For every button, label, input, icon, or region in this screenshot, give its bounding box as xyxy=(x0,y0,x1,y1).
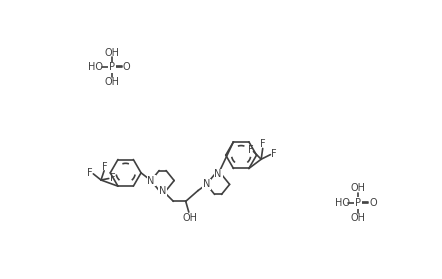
Text: N: N xyxy=(159,186,166,196)
Text: OH: OH xyxy=(182,213,197,223)
Text: O: O xyxy=(369,198,377,208)
Text: OH: OH xyxy=(351,213,366,223)
Text: F: F xyxy=(248,145,253,155)
Text: F: F xyxy=(260,139,266,149)
Text: F: F xyxy=(88,168,93,178)
Text: N: N xyxy=(203,179,210,189)
Text: F: F xyxy=(110,174,115,184)
Text: P: P xyxy=(109,62,115,72)
Text: HO: HO xyxy=(88,62,103,72)
Text: HO: HO xyxy=(335,198,350,208)
Text: OH: OH xyxy=(351,183,366,193)
Text: F: F xyxy=(271,149,277,159)
Text: OH: OH xyxy=(104,48,119,58)
Text: O: O xyxy=(122,62,130,72)
Text: F: F xyxy=(102,162,108,172)
Text: P: P xyxy=(355,198,361,208)
Text: N: N xyxy=(214,169,222,179)
Text: N: N xyxy=(147,175,155,186)
Text: OH: OH xyxy=(104,77,119,87)
